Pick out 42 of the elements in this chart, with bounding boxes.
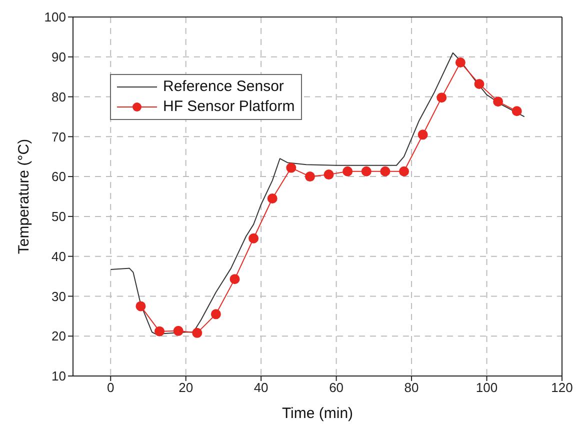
y-tick-label: 30	[52, 288, 66, 304]
point	[361, 166, 372, 176]
point	[267, 193, 278, 204]
point	[474, 79, 484, 90]
x-axis-title: Time (min)	[282, 405, 354, 422]
x-tick-label: 80	[404, 380, 419, 396]
y-tick-label: 40	[52, 248, 66, 264]
y-tick-label: 60	[52, 169, 66, 184]
x-tick-label: 0	[107, 380, 114, 396]
point	[493, 96, 504, 107]
y-tick-label: 50	[52, 209, 66, 224]
y-tick-label: 80	[52, 89, 66, 104]
point	[286, 162, 296, 173]
point	[455, 57, 466, 68]
point	[380, 166, 390, 176]
point	[399, 166, 410, 176]
x-tick-label: 20	[178, 380, 194, 396]
point	[512, 106, 522, 116]
point	[192, 328, 202, 338]
y-tick-label: 70	[52, 129, 66, 144]
point	[136, 301, 146, 312]
point	[154, 326, 165, 336]
y-tick-label: 10	[52, 368, 66, 384]
y-axis-title: Temperature (°C)	[15, 138, 32, 254]
x-tick-label: 100	[476, 380, 498, 396]
point	[210, 309, 221, 320]
x-tick-label: 40	[254, 380, 268, 396]
point	[230, 274, 240, 284]
point	[304, 172, 315, 182]
point	[173, 326, 184, 336]
y-tick-label: 20	[52, 328, 66, 344]
point	[436, 92, 447, 103]
point	[342, 166, 353, 176]
point	[324, 170, 334, 180]
legend-label: Reference Sensor	[163, 77, 284, 97]
y-tick-label: 90	[52, 50, 66, 65]
x-tick-label: 120	[551, 380, 573, 396]
point	[248, 233, 259, 244]
legend-label: HF Sensor Platform	[163, 97, 295, 117]
x-tick-label: 60	[329, 380, 344, 396]
y-tick-label: 100	[44, 10, 66, 25]
point	[418, 130, 428, 140]
